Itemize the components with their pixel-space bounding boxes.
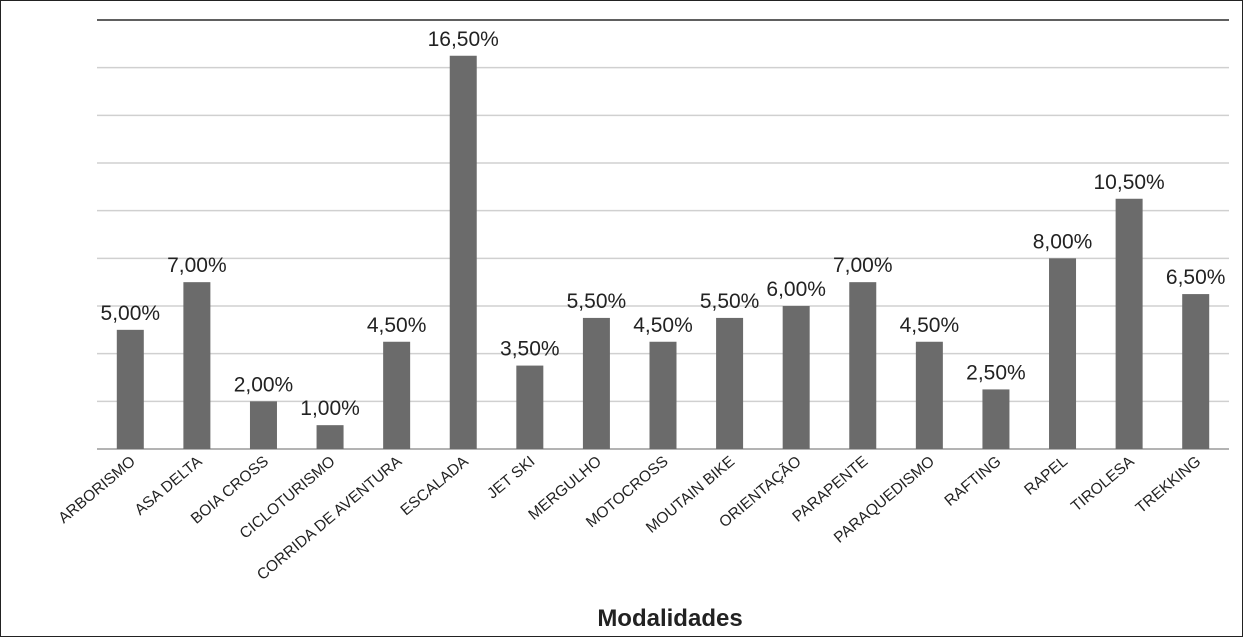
data-label: 7,00% <box>167 254 227 277</box>
x-tick-label: ARBORISMO <box>55 453 138 527</box>
bar-rafting <box>982 389 1010 449</box>
data-label: 5,50% <box>567 290 627 313</box>
data-label: 4,50% <box>900 314 960 337</box>
x-tick-label: TIROLESA <box>1068 453 1138 516</box>
x-tick-label: ESCALADA <box>398 453 473 520</box>
gridlines <box>97 19 1229 450</box>
bar-rapel <box>1049 258 1077 449</box>
data-label: 5,50% <box>700 290 760 313</box>
x-axis-title: Modalidades <box>597 605 742 632</box>
data-label: 2,50% <box>966 361 1026 384</box>
bar-corrida-de-aventura <box>383 341 411 449</box>
data-label: 1,00% <box>300 397 360 420</box>
bar-asa-delta <box>183 282 211 449</box>
x-tick-label: TREKKING <box>1133 453 1205 517</box>
bar-motocross <box>649 341 677 449</box>
data-label: 10,50% <box>1094 171 1165 194</box>
data-label: 16,50% <box>428 28 499 51</box>
data-label: 6,00% <box>766 278 826 301</box>
bar-moutain-bike <box>716 317 744 449</box>
bar-tirolesa <box>1115 198 1143 449</box>
bars <box>116 55 1210 449</box>
data-label: 3,50% <box>500 338 560 361</box>
bar-escalada <box>449 55 477 449</box>
data-label: 4,50% <box>633 314 693 337</box>
bar-orienta-o <box>782 306 810 449</box>
x-tick-label: RAPEL <box>1021 453 1071 499</box>
bar-paraquedismo <box>915 341 943 449</box>
bar-arborismo <box>116 329 144 449</box>
data-label: 2,00% <box>234 373 294 396</box>
data-label: 8,00% <box>1033 230 1093 253</box>
bar-boia-cross <box>249 401 277 449</box>
data-label: 4,50% <box>367 314 427 337</box>
bar-cicloturismo <box>316 425 344 449</box>
x-tick-label: JET SKI <box>484 453 538 502</box>
x-tick-label: RAFTING <box>941 453 1004 510</box>
bar-trekking <box>1182 294 1210 449</box>
bar-mergulho <box>582 317 610 449</box>
bar-parapente <box>849 282 877 449</box>
data-label: 7,00% <box>833 254 893 277</box>
data-labels: 5,00% 7,00% 2,00% 1,00% 4,50% 16,50% 3,50% 5,50… <box>101 28 1226 420</box>
data-label: 6,50% <box>1166 266 1226 289</box>
data-label: 5,00% <box>101 302 161 325</box>
bar-jet-ski <box>516 365 544 449</box>
